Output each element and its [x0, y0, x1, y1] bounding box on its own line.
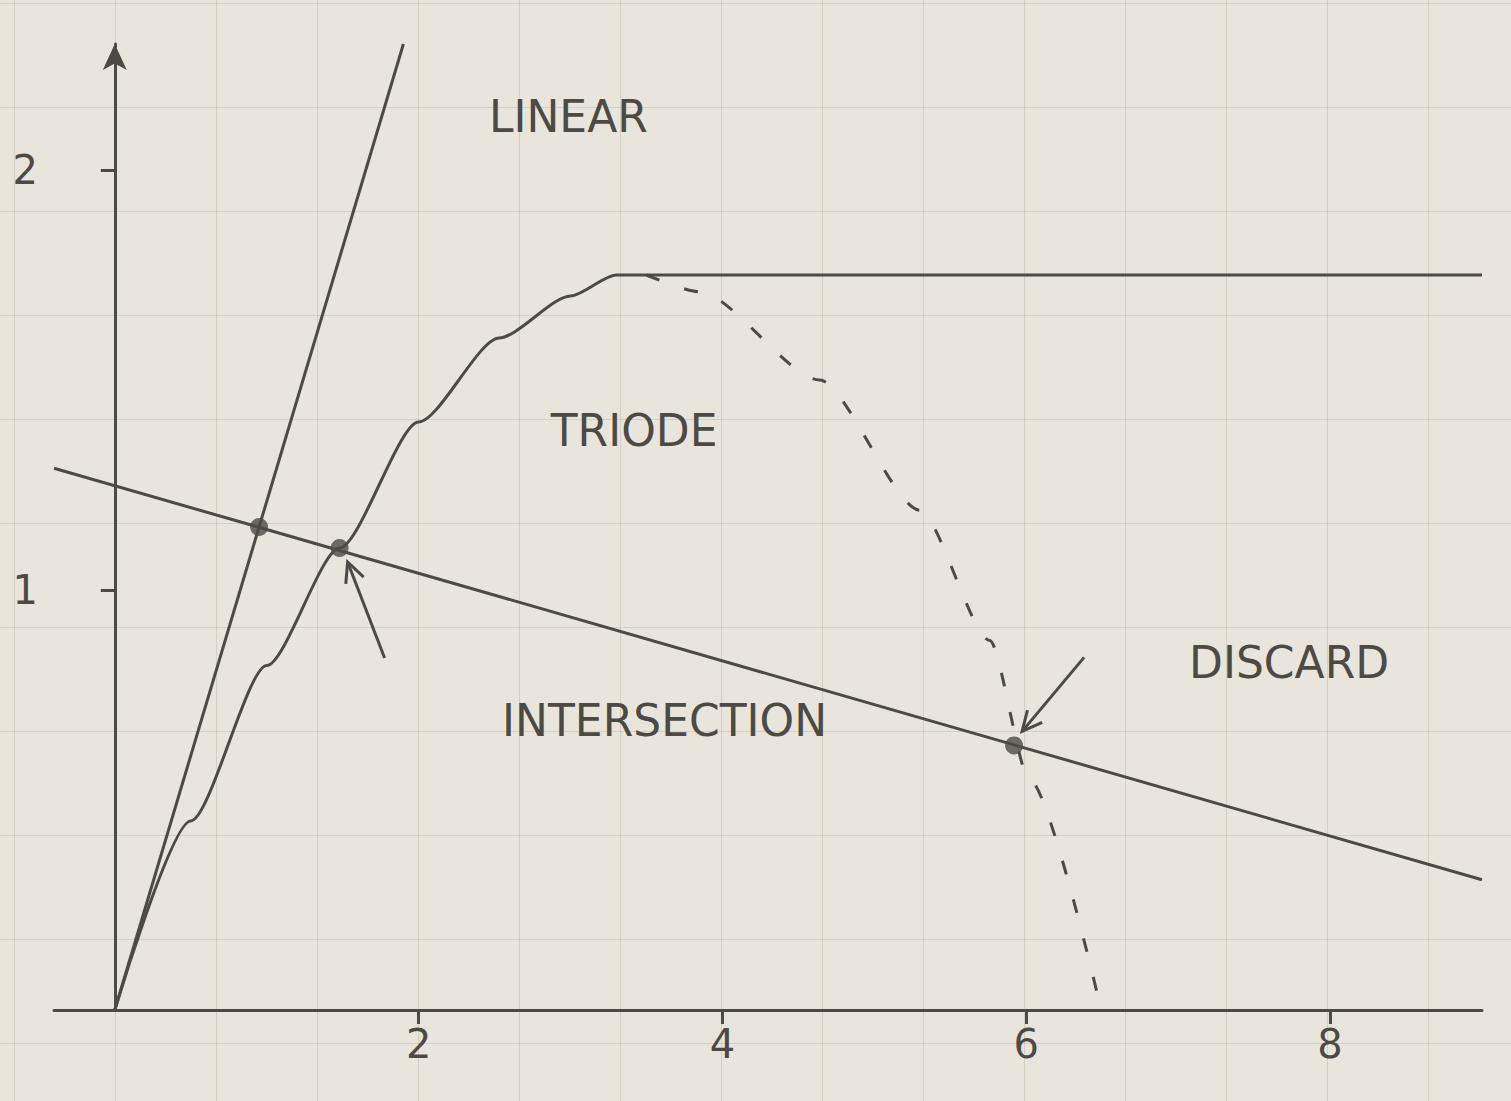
svg-text:LINEAR: LINEAR: [489, 91, 648, 142]
svg-text:6: 6: [1014, 1021, 1039, 1067]
svg-text:1: 1: [13, 567, 38, 613]
svg-text:8: 8: [1317, 1021, 1342, 1067]
svg-text:DISCARD: DISCARD: [1189, 637, 1389, 688]
svg-text:4: 4: [710, 1021, 735, 1067]
svg-text:TRIODE: TRIODE: [550, 405, 718, 456]
svg-text:2: 2: [406, 1021, 431, 1067]
svg-text:INTERSECTION: INTERSECTION: [502, 695, 827, 746]
svg-text:2: 2: [13, 147, 38, 193]
